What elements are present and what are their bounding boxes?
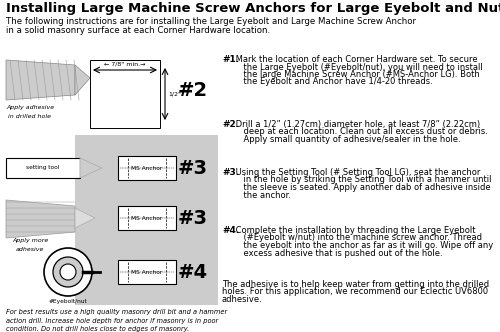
- Text: action drill. Increase hole depth for anchor if masonry is in poor: action drill. Increase hole depth for an…: [6, 317, 218, 324]
- Text: adhesive.: adhesive.: [222, 295, 263, 304]
- Text: setting tool: setting tool: [26, 165, 60, 171]
- Text: #2.: #2.: [222, 120, 239, 129]
- Text: Complete the installation by threading the Large Eyebolt: Complete the installation by threading t…: [233, 226, 476, 235]
- Text: Mark the location of each Corner Hardware set. To secure: Mark the location of each Corner Hardwar…: [233, 55, 478, 64]
- Circle shape: [44, 248, 92, 296]
- Polygon shape: [80, 158, 102, 178]
- Bar: [118, 206, 176, 230]
- Text: Apply adhesive: Apply adhesive: [6, 105, 54, 110]
- Text: #4: #4: [178, 263, 208, 282]
- Polygon shape: [6, 200, 75, 238]
- Text: #Eyebolt/nut: #Eyebolt/nut: [48, 299, 88, 304]
- Text: the eyebolt into the anchor as far as it will go. Wipe off any: the eyebolt into the anchor as far as it…: [233, 241, 493, 250]
- Text: The adhesive is to help keep water from getting into the drilled: The adhesive is to help keep water from …: [222, 280, 489, 289]
- Bar: [75, 53, 218, 305]
- Text: MS Anchor: MS Anchor: [132, 215, 162, 220]
- Text: ← 7/8" min.→: ← 7/8" min.→: [104, 62, 146, 67]
- Circle shape: [60, 264, 76, 280]
- Text: in a solid masonry surface at each Corner Hardware location.: in a solid masonry surface at each Corne…: [6, 26, 270, 35]
- Text: #1.: #1.: [222, 55, 239, 64]
- Text: #3.: #3.: [222, 168, 239, 177]
- Bar: [118, 260, 176, 284]
- Text: the sleeve is seated. Apply another dab of adhesive inside: the sleeve is seated. Apply another dab …: [233, 183, 490, 192]
- Circle shape: [53, 257, 83, 287]
- Text: Apply more: Apply more: [12, 238, 48, 243]
- Text: 1/2": 1/2": [168, 92, 181, 97]
- Polygon shape: [75, 65, 90, 95]
- Text: Drill a 1/2” (1.27cm) diameter hole, at least 7/8” (2.22cm): Drill a 1/2” (1.27cm) diameter hole, at …: [233, 120, 480, 129]
- Text: in the hole by striking the Setting Tool with a hammer until: in the hole by striking the Setting Tool…: [233, 176, 491, 185]
- Text: Using the Setting Tool (# Setting Tool LG), seat the anchor: Using the Setting Tool (# Setting Tool L…: [233, 168, 480, 177]
- Text: the Large Eyebolt (#Eyebolt/nut), you will need to install: the Large Eyebolt (#Eyebolt/nut), you wi…: [233, 62, 483, 71]
- Text: adhesive: adhesive: [16, 247, 44, 252]
- Text: deep at each location. Clean out all excess dust or debris.: deep at each location. Clean out all exc…: [233, 127, 488, 136]
- Text: MS Anchor: MS Anchor: [132, 165, 162, 171]
- Text: the large Machine Screw Anchor (#MS-Anchor LG). Both: the large Machine Screw Anchor (#MS-Anch…: [233, 70, 480, 79]
- Polygon shape: [75, 208, 95, 228]
- Text: excess adhesive that is pushed out of the hole.: excess adhesive that is pushed out of th…: [233, 248, 442, 258]
- Text: #2: #2: [178, 80, 208, 100]
- Text: #4.: #4.: [222, 226, 240, 235]
- Text: Installing Large Machine Screw Anchors for Large Eyebolt and Nut: Installing Large Machine Screw Anchors f…: [6, 2, 500, 15]
- Text: (#Eyebolt w/nut) into the machine screw anchor. Thread: (#Eyebolt w/nut) into the machine screw …: [233, 233, 482, 242]
- Bar: [118, 156, 176, 180]
- Text: For best results use a high quality masonry drill bit and a hammer: For best results use a high quality maso…: [6, 309, 227, 315]
- Text: #3: #3: [178, 158, 208, 178]
- Text: in drilled hole: in drilled hole: [8, 114, 52, 119]
- Text: Apply small quantity of adhesive/sealer in the hole.: Apply small quantity of adhesive/sealer …: [233, 135, 460, 144]
- Text: the Eyebolt and Anchor have 1/4-20 threads.: the Eyebolt and Anchor have 1/4-20 threa…: [233, 77, 433, 87]
- Text: condition. Do not drill holes close to edges of masonry.: condition. Do not drill holes close to e…: [6, 326, 189, 332]
- Text: MS Anchor: MS Anchor: [132, 270, 162, 275]
- Bar: [90, 60, 160, 128]
- Text: #3: #3: [178, 208, 208, 227]
- Text: the anchor.: the anchor.: [233, 191, 291, 200]
- Text: The following instructions are for installing the Large Eyebolt and Large Machin: The following instructions are for insta…: [6, 17, 416, 26]
- Bar: [75, 53, 218, 135]
- Polygon shape: [6, 60, 75, 100]
- Text: holes. For this application, we recommend our Eclectic UV6800: holes. For this application, we recommen…: [222, 288, 488, 296]
- Bar: [6, 158, 80, 178]
